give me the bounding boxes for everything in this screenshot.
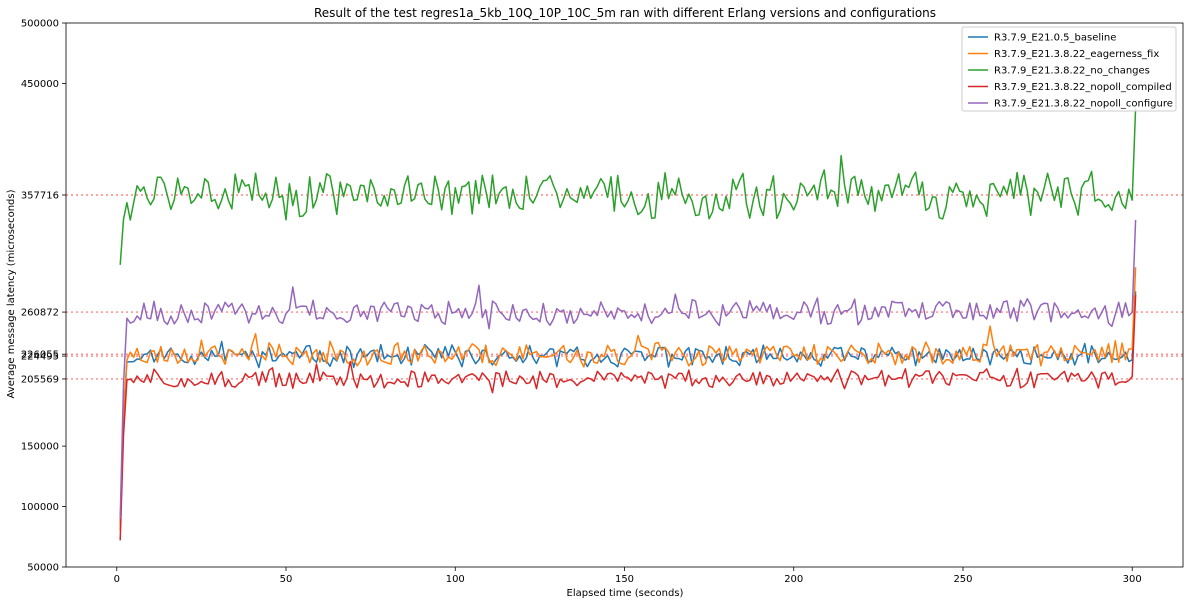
legend-entry: R3.7.9_E21.0.5_baseline — [994, 33, 1116, 44]
y-tick-label: 260872 — [21, 308, 59, 319]
x-axis-ticks: 0 50 100 150 200 250 300 — [114, 567, 1142, 585]
legend: R3.7.9_E21.0.5_baseline R3.7.9_E21.3.8.22… — [961, 26, 1177, 112]
series-line — [119, 294, 1137, 541]
x-axis-title: Elapsed time (seconds) — [567, 588, 684, 599]
x-tick-label: 50 — [280, 574, 293, 585]
legend-entry: R3.7.9_E21.3.8.22_eagerness_fix — [994, 49, 1159, 60]
y-tick-label: 226055 — [21, 350, 59, 361]
y-tick-label: 205569 — [21, 374, 59, 385]
y-tick-label: 224495 — [21, 352, 59, 363]
y-tick-label: 450000 — [21, 79, 59, 90]
series-line — [119, 219, 1137, 519]
legend-entry: R3.7.9_E21.3.8.22_nopoll_configure — [994, 99, 1173, 110]
y-tick-label: 500000 — [21, 19, 59, 30]
series-line — [119, 107, 1137, 265]
x-tick-label: 250 — [953, 574, 972, 585]
x-tick-label: 200 — [784, 574, 803, 585]
y-tick-label: 150000 — [21, 442, 59, 453]
legend-box — [961, 26, 1177, 112]
series-line — [119, 267, 1137, 531]
chart-title: Result of the test regres1a_5kb_10Q_10P_… — [314, 6, 936, 20]
series-lines — [119, 107, 1137, 541]
legend-entry: R3.7.9_E21.3.8.22_nopoll_compiled — [994, 82, 1172, 93]
x-tick-label: 100 — [446, 574, 465, 585]
series-line — [119, 291, 1137, 525]
x-tick-label: 300 — [1123, 574, 1142, 585]
y-tick-label: 50000 — [27, 563, 59, 574]
legend-entry: R3.7.9_E21.3.8.22_no_changes — [994, 66, 1150, 77]
x-tick-label: 0 — [114, 574, 120, 585]
x-tick-label: 150 — [615, 574, 634, 585]
y-tick-label: 100000 — [21, 502, 59, 513]
y-axis-title: Average message latency (microseconds) — [6, 189, 17, 398]
y-tick-label: 357716 — [21, 191, 59, 202]
